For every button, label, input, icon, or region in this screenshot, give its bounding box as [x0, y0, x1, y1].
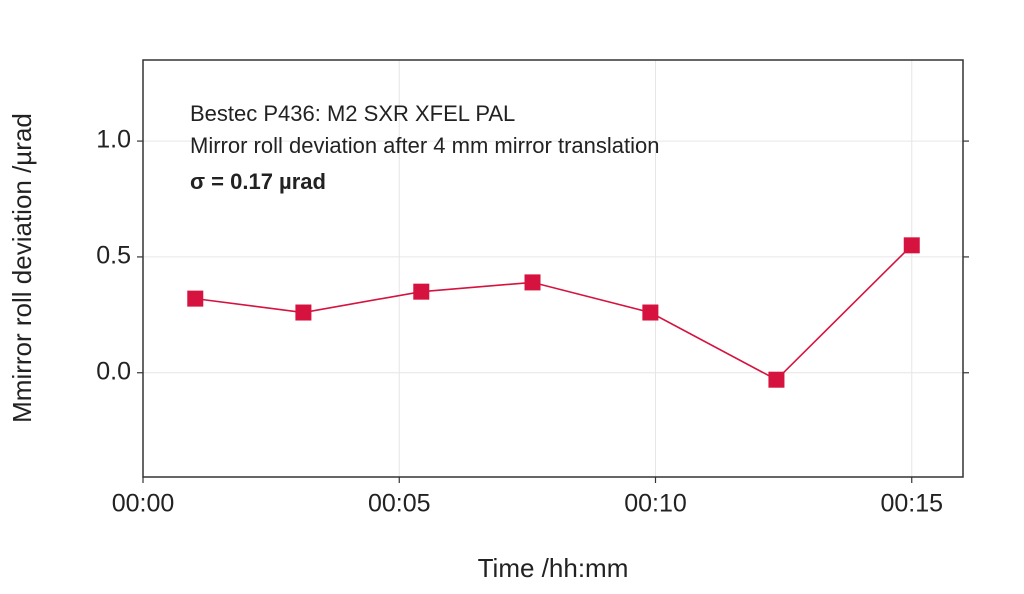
data-point [903, 237, 920, 254]
y-tick-label: 0.5 [96, 242, 131, 270]
annotation: σ = 0.17 µrad [190, 169, 326, 194]
data-point [642, 304, 659, 321]
data-point [768, 371, 785, 388]
y-axis-label: Mmirror roll deviation /µrad [7, 113, 37, 423]
y-tick-label: 0.0 [96, 357, 131, 385]
annotation: Bestec P436: M2 SXR XFEL PAL [190, 101, 515, 126]
data-point [187, 290, 204, 307]
annotation: Mirror roll deviation after 4 mm mirror … [190, 133, 659, 158]
x-tick-label: 00:10 [624, 490, 687, 518]
x-tick-label: 00:00 [112, 490, 175, 518]
x-tick-label: 00:05 [368, 490, 431, 518]
data-point [413, 283, 430, 300]
x-axis-label: Time /hh:mm [478, 553, 629, 583]
data-point [524, 274, 541, 291]
x-tick-label: 00:15 [880, 490, 943, 518]
plot-frame [142, 59, 964, 478]
y-tick-label: 1.0 [96, 126, 131, 154]
data-point [295, 304, 312, 321]
